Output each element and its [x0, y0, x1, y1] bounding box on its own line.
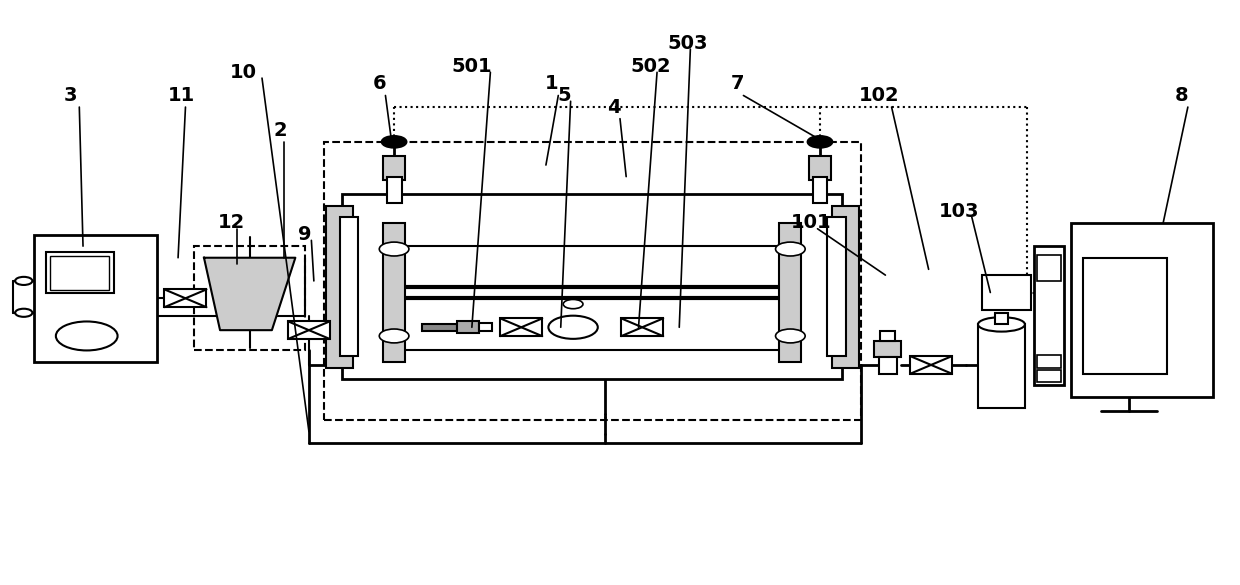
- Bar: [1083, 258, 1167, 374]
- Text: 8: 8: [1174, 86, 1188, 105]
- Text: 5: 5: [558, 86, 572, 105]
- Bar: [387, 177, 402, 202]
- Bar: [910, 356, 952, 374]
- Bar: [342, 194, 842, 380]
- Bar: [879, 357, 897, 374]
- Bar: [500, 318, 542, 336]
- Text: 2: 2: [274, 121, 288, 140]
- Text: 502: 502: [631, 57, 671, 76]
- Circle shape: [382, 136, 407, 147]
- Bar: [1037, 355, 1060, 368]
- Text: 7: 7: [730, 74, 744, 94]
- Circle shape: [775, 329, 805, 343]
- Bar: [480, 323, 491, 331]
- Bar: [832, 205, 859, 368]
- Circle shape: [379, 329, 409, 343]
- Circle shape: [379, 242, 409, 256]
- Bar: [50, 256, 109, 290]
- Circle shape: [548, 316, 598, 339]
- Text: 1: 1: [546, 74, 559, 94]
- Bar: [996, 313, 1008, 324]
- Text: 103: 103: [939, 202, 980, 221]
- Bar: [1033, 246, 1064, 385]
- Bar: [383, 223, 405, 362]
- Bar: [195, 246, 305, 350]
- Bar: [458, 322, 480, 333]
- Bar: [423, 324, 458, 331]
- Bar: [621, 318, 663, 336]
- Bar: [779, 223, 801, 362]
- Polygon shape: [205, 258, 295, 330]
- Text: 503: 503: [667, 34, 708, 53]
- Text: 4: 4: [608, 98, 621, 116]
- Text: 3: 3: [64, 86, 77, 105]
- Bar: [392, 246, 792, 350]
- Text: 102: 102: [859, 86, 899, 105]
- Bar: [324, 142, 861, 420]
- Bar: [340, 217, 358, 356]
- Circle shape: [807, 136, 832, 147]
- Bar: [982, 275, 1032, 310]
- Circle shape: [56, 322, 118, 350]
- Bar: [812, 177, 827, 202]
- Bar: [808, 156, 831, 180]
- Circle shape: [563, 300, 583, 309]
- Text: 101: 101: [791, 214, 832, 232]
- Bar: [383, 156, 405, 180]
- Bar: [33, 235, 157, 362]
- Bar: [288, 321, 330, 339]
- Bar: [978, 324, 1025, 408]
- Text: 10: 10: [229, 63, 257, 82]
- Bar: [1037, 255, 1060, 281]
- Bar: [827, 217, 846, 356]
- Circle shape: [15, 277, 32, 285]
- Text: 12: 12: [217, 214, 244, 232]
- Text: 9: 9: [299, 225, 312, 244]
- Bar: [874, 341, 901, 357]
- Circle shape: [775, 242, 805, 256]
- Ellipse shape: [978, 317, 1025, 332]
- Text: 6: 6: [372, 74, 386, 94]
- Bar: [326, 205, 353, 368]
- Text: 501: 501: [451, 57, 492, 76]
- Bar: [1037, 370, 1060, 383]
- Bar: [165, 290, 207, 307]
- Bar: [46, 252, 114, 292]
- Text: 11: 11: [169, 86, 196, 105]
- Bar: [880, 331, 895, 341]
- Bar: [1070, 223, 1213, 397]
- Circle shape: [15, 309, 32, 317]
